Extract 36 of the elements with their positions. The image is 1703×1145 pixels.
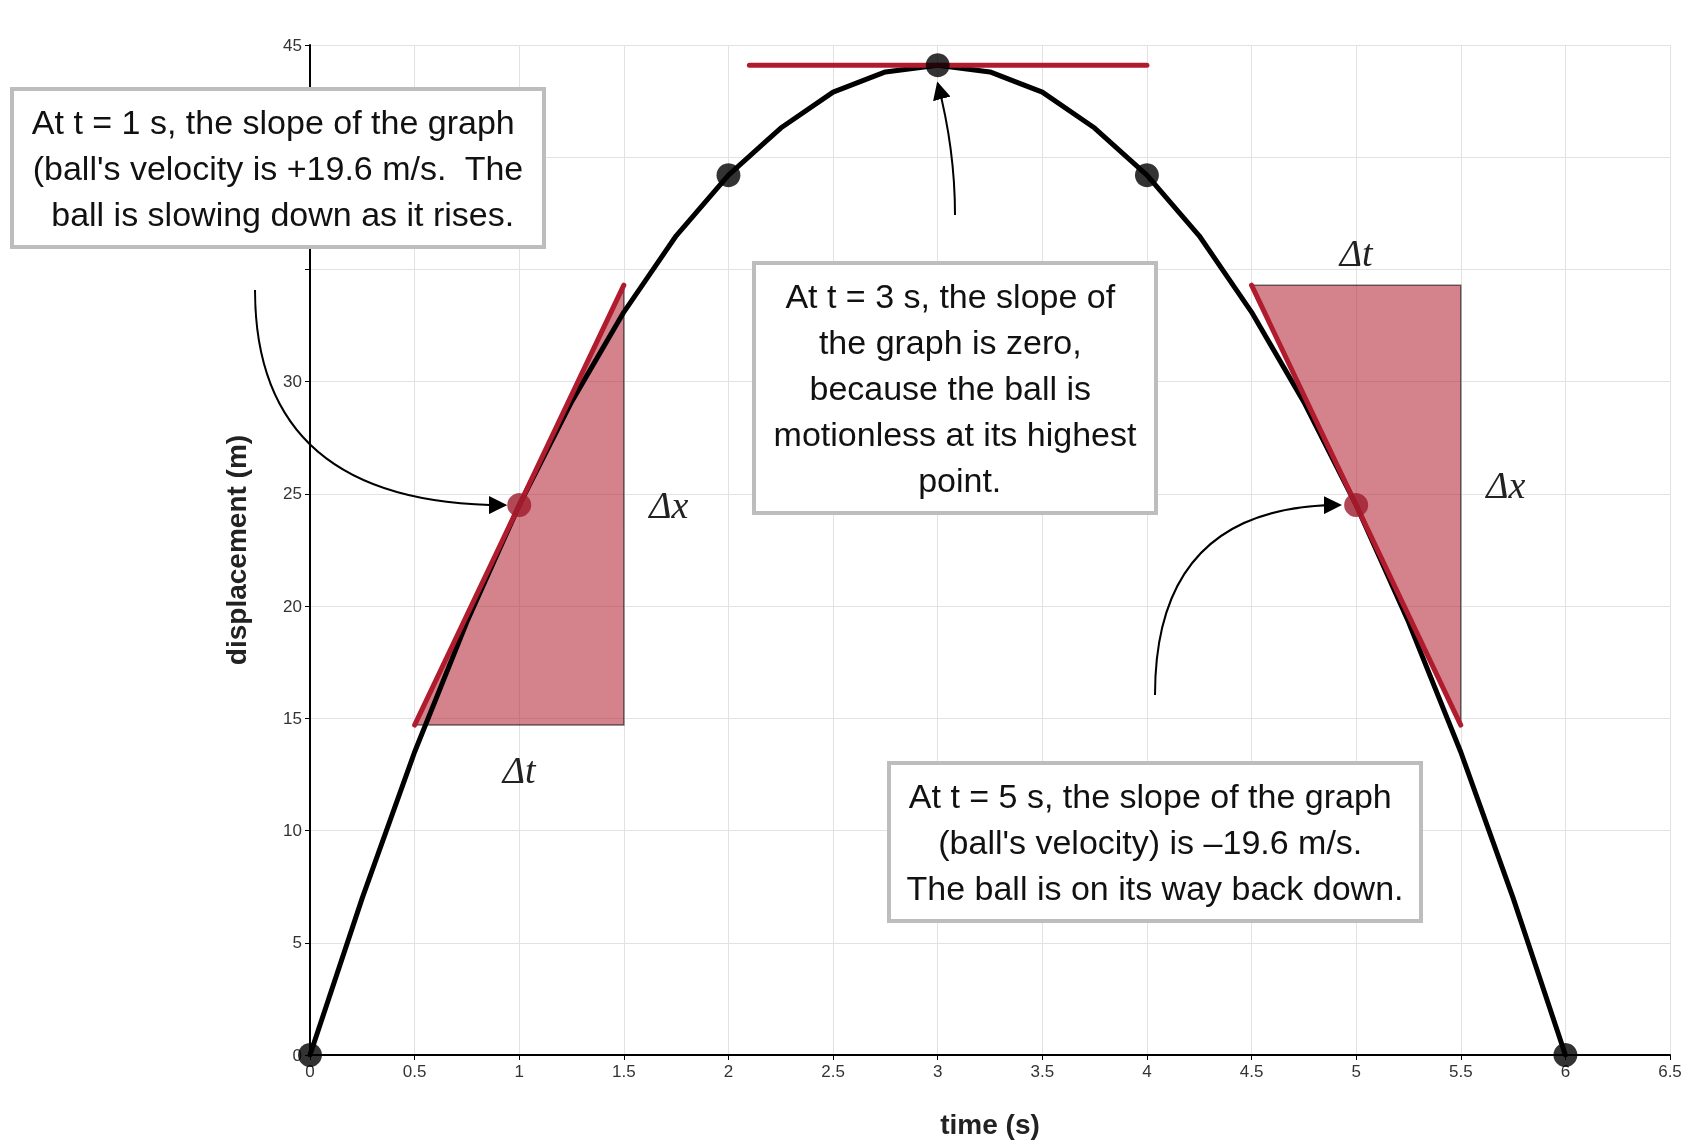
annotation: Δt xyxy=(1337,232,1375,275)
y-tick-label: 15 xyxy=(283,708,302,728)
x-tick-label: 3 xyxy=(932,1062,943,1081)
y-tick-label: 45 xyxy=(283,35,302,55)
x-tick-label: 2.5 xyxy=(821,1062,845,1081)
x-tick-label: 3.5 xyxy=(1030,1062,1055,1081)
y-tick-label: 30 xyxy=(283,372,302,392)
annotation: At t = 1 s, the slope of the graph (ball's velocity is +19.6 m/s. The ball is slowing down as it rises. xyxy=(31,103,525,233)
x-tick-label: 0.5 xyxy=(402,1062,427,1081)
point xyxy=(1134,163,1159,188)
x-tick-label: 0 xyxy=(305,1062,315,1081)
y-tick-label: 10 xyxy=(283,821,302,841)
point xyxy=(507,493,532,518)
x-tick-label: 1 xyxy=(514,1062,524,1081)
annotation: Δt xyxy=(500,749,538,792)
annotation: At t = 3 s, the slope of the graph is zero, because the ball is motionless at its highest point. xyxy=(773,277,1137,499)
annotation: At t = 5 s, the slope of the graph (ball's velocity) is –19.6 m/s. The ball is on its way back down. xyxy=(906,777,1404,907)
annotation: Δx xyxy=(1484,464,1526,507)
y-tick-label: 25 xyxy=(283,484,302,504)
annotation: Δx xyxy=(647,484,689,527)
x-tick-label: 2 xyxy=(723,1062,734,1081)
y-tick-label: 5 xyxy=(292,933,302,953)
point xyxy=(1344,493,1369,518)
x-tick-label: 6.5 xyxy=(1658,1062,1682,1081)
x-tick-label: 5 xyxy=(1351,1062,1361,1081)
x-tick-label: 1.5 xyxy=(612,1062,636,1081)
point xyxy=(716,163,741,188)
x-tick-label: 6 xyxy=(1560,1062,1571,1081)
point xyxy=(925,53,950,78)
x-tick-label: 4 xyxy=(1142,1062,1152,1081)
x-tick-label: 5.5 xyxy=(1448,1062,1473,1081)
point xyxy=(1553,1043,1578,1067)
y-tick-label: 20 xyxy=(283,596,302,616)
x-axis-title: time (s) xyxy=(940,1108,1040,1140)
x-tick-label: 4.5 xyxy=(1239,1062,1264,1081)
y-axis-title: displacement (m) xyxy=(220,434,252,666)
